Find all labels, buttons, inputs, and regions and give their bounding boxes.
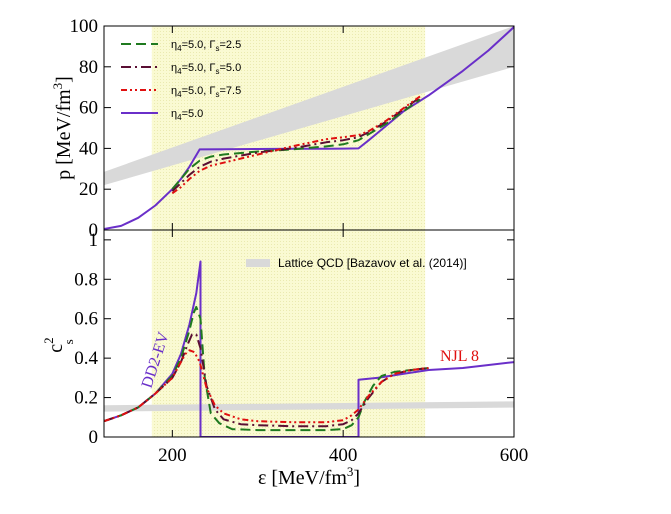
lattice-band-top bbox=[104, 26, 514, 186]
transition-region-bottom bbox=[151, 230, 426, 437]
sound-speed-ytick-label-3: 0.6 bbox=[74, 309, 98, 330]
sound-speed-plot-frame bbox=[103, 229, 515, 438]
pressure-axis-label-sup: 3 bbox=[50, 83, 65, 90]
sound-speed-ytick-label-2: 0.4 bbox=[74, 348, 98, 369]
sound-speed-ytick-label-4: 0.8 bbox=[74, 269, 98, 290]
pressure-axis-label: p [MeV/fm3] bbox=[50, 76, 75, 180]
pressure-ytick-label-0: 0 bbox=[89, 220, 99, 241]
lattice-legend-label: Lattice QCD [Bazavov et al. (2014)] bbox=[278, 256, 467, 270]
pressure-axis-label-close: ] bbox=[53, 76, 75, 83]
sound-speed-xtick-label-1: 400 bbox=[329, 445, 358, 466]
legend-label-1: η4=5.0, Γs=5.0 bbox=[171, 62, 241, 76]
energy-density-axis-label-close: ] bbox=[353, 467, 360, 489]
energy-density-axis-label-sup: 3 bbox=[347, 464, 354, 479]
sound-speed-axis-label: c2 s bbox=[41, 337, 76, 352]
pressure-ytick-label-3: 60 bbox=[79, 98, 98, 119]
sound-speed-xtick-label-0: 200 bbox=[158, 445, 187, 466]
pressure-series-3 bbox=[171, 95, 421, 195]
sound-speed-series-1 bbox=[104, 305, 429, 432]
pressure-ytick-label-5: 100 bbox=[70, 16, 99, 37]
sound-speed-axis-label-sub: s bbox=[61, 339, 76, 344]
lattice-band-bottom bbox=[104, 401, 514, 412]
pressure-ytick-label-4: 80 bbox=[79, 57, 98, 78]
sound-speed-ytick-label-5: 1 bbox=[89, 230, 99, 251]
pressure-ytick-label-2: 40 bbox=[79, 138, 98, 159]
njl-8-label: NJL 8 bbox=[440, 348, 479, 365]
energy-density-axis-label-main: ε [MeV/fm bbox=[258, 467, 347, 489]
pressure-legend: η4=5.0, Γs=2.5 η4=5.0, Γs=5.0 η4=5.0, Γs=7… bbox=[121, 39, 241, 122]
sound-speed-axis-label-main: c bbox=[45, 344, 67, 353]
sound-speed-ytick-label-1: 0.2 bbox=[74, 388, 98, 409]
energy-density-axis-label: ε [MeV/fm3] bbox=[258, 464, 360, 489]
sound-speed-series-2 bbox=[104, 333, 429, 428]
pressure-series-0 bbox=[104, 26, 514, 230]
sound-speed-axis-label-sup: 2 bbox=[41, 337, 56, 344]
legend-label-3: η4=5.0 bbox=[171, 108, 203, 122]
sound-speed-ytick-label-0: 0 bbox=[89, 427, 99, 448]
pressure-axis-label-main: p [MeV/fm bbox=[53, 89, 75, 180]
sound-speed-xtick-label-2: 600 bbox=[500, 445, 529, 466]
sound-speed-series-3 bbox=[104, 349, 429, 424]
legend-label-0: η4=5.0, Γs=2.5 bbox=[171, 39, 241, 53]
legend-label-2: η4=5.0, Γs=7.5 bbox=[171, 85, 241, 99]
pressure-series-2 bbox=[171, 96, 421, 192]
pressure-series-1 bbox=[171, 98, 421, 190]
lattice-legend: Lattice QCD [Bazavov et al. (2014)] bbox=[246, 256, 467, 270]
pressure-ytick-label-1: 20 bbox=[79, 179, 98, 200]
